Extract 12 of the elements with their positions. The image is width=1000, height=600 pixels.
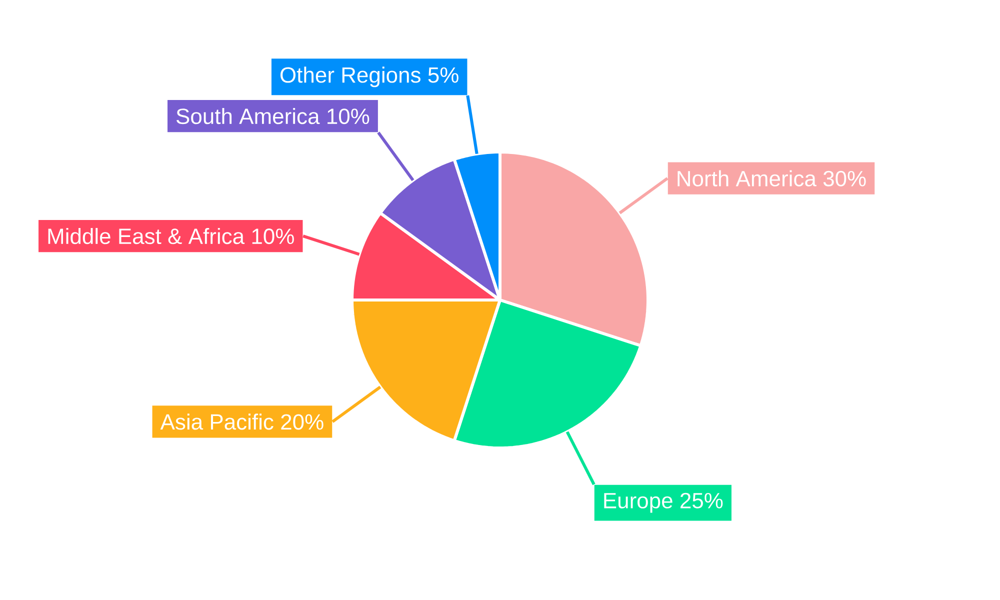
slice-label: Asia Pacific	[160, 414, 274, 430]
data-label: 10%	[328, 108, 370, 124]
data-label: 30%	[823, 170, 866, 186]
data-label: 10%	[252, 228, 294, 244]
slice-label: North America	[678, 170, 816, 186]
data-label: 20%	[281, 414, 324, 430]
slice-label: Europe	[604, 493, 672, 513]
slice-label: Middle East & Africa	[48, 228, 245, 244]
slice-label: Other Regions	[280, 66, 420, 88]
slice-label: South America	[176, 108, 320, 124]
data-label: 5%	[428, 67, 458, 83]
data-label: 25%	[680, 492, 723, 508]
